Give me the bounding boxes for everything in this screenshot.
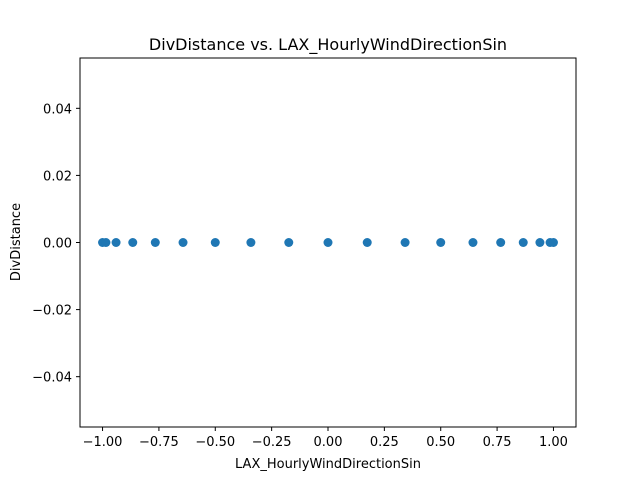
data-point: [535, 238, 545, 247]
chart-title: DivDistance vs. LAX_HourlyWindDirectionS…: [149, 35, 507, 55]
y-tick-label: 0.04: [43, 102, 72, 117]
data-point: [210, 238, 220, 247]
x-tick-label: −0.75: [139, 435, 179, 450]
x-tick-label: 0.00: [314, 435, 343, 450]
x-tick-label: −0.25: [252, 435, 292, 450]
y-axis-ticks: −0.04 −0.02 0.00 0.02 0.04: [32, 102, 80, 386]
data-point: [468, 238, 478, 247]
y-axis-label: DivDistance: [9, 203, 24, 281]
data-point: [111, 238, 121, 247]
data-point: [436, 238, 446, 247]
x-tick-label: −1.00: [83, 435, 123, 450]
data-points: [98, 238, 558, 247]
data-point: [284, 238, 294, 247]
x-tick-label: 0.75: [483, 435, 512, 450]
data-point: [101, 238, 111, 247]
data-point: [548, 238, 558, 247]
y-tick-label: −0.04: [32, 371, 72, 386]
data-point: [496, 238, 506, 247]
data-point: [128, 238, 138, 247]
x-tick-label: 0.50: [426, 435, 455, 450]
y-tick-label: −0.02: [32, 304, 72, 319]
x-tick-label: −0.50: [195, 435, 235, 450]
data-point: [362, 238, 372, 247]
x-axis-label: LAX_HourlyWindDirectionSin: [235, 457, 421, 472]
data-point: [323, 238, 333, 247]
data-point: [400, 238, 410, 247]
x-axis-ticks: −1.00 −0.75 −0.50 −0.25 0.00 0.25 0.50 0.75 1.00: [83, 427, 568, 450]
data-point: [150, 238, 160, 247]
x-tick-label: 1.00: [539, 435, 568, 450]
x-tick-label: 0.25: [370, 435, 399, 450]
y-tick-label: 0.02: [43, 169, 72, 184]
data-point: [178, 238, 188, 247]
data-point: [518, 238, 528, 247]
y-tick-label: 0.00: [43, 237, 72, 252]
data-point: [246, 238, 256, 247]
